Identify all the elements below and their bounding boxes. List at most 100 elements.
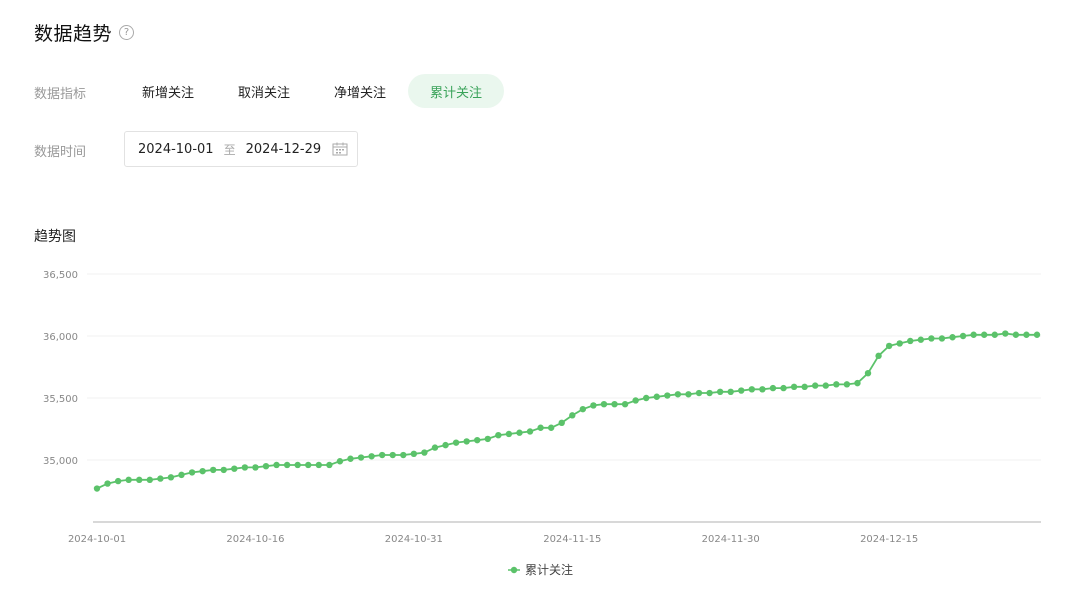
data-point[interactable] [368,453,375,460]
data-point[interactable] [357,454,365,461]
data-point[interactable] [674,391,682,398]
data-point[interactable] [780,384,787,392]
data-point[interactable] [305,461,312,469]
data-point[interactable] [991,331,998,338]
data-point[interactable] [336,458,344,465]
data-point[interactable] [621,401,629,408]
data-point[interactable] [928,335,935,342]
date-range-picker[interactable]: 2024-10-01 至 2024-12-29 [124,131,358,167]
data-point[interactable] [1033,331,1041,338]
data-point[interactable] [748,386,756,393]
data-point[interactable] [959,332,967,340]
data-point[interactable] [569,412,576,419]
data-point[interactable] [463,438,470,445]
data-point[interactable] [738,387,745,394]
data-point[interactable] [801,383,808,391]
data-point[interactable] [389,451,396,459]
data-point[interactable] [970,331,977,338]
data-point[interactable] [474,436,481,444]
data-point[interactable] [864,370,872,377]
data-point[interactable] [1002,330,1009,337]
legend-label[interactable]: 累计关注 [525,562,573,577]
data-point[interactable] [442,441,449,449]
data-point[interactable] [252,464,259,471]
data-point[interactable] [590,402,597,409]
data-point[interactable] [643,394,650,402]
data-point[interactable] [347,455,354,462]
data-point[interactable] [716,388,724,395]
data-point[interactable] [980,331,988,338]
end-date[interactable]: 2024-12-29 [245,141,322,157]
data-point[interactable] [653,393,660,400]
data-point[interactable] [262,463,270,470]
data-point[interactable] [431,444,439,451]
data-point[interactable] [938,335,946,342]
data-point[interactable] [833,381,840,388]
data-point[interactable] [273,461,280,469]
data-point[interactable] [526,428,534,435]
data-point[interactable] [199,467,206,475]
data-point[interactable] [326,461,333,469]
data-point[interactable] [209,466,217,474]
question-circle-icon[interactable]: ? [119,25,135,40]
data-point[interactable] [664,392,671,399]
start-date[interactable]: 2024-10-01 [138,141,214,157]
data-point[interactable] [104,480,111,487]
data-point[interactable] [769,384,777,392]
data-point[interactable] [516,429,523,436]
data-point[interactable] [1023,331,1030,338]
data-point[interactable] [505,430,513,438]
data-point[interactable] [537,424,544,431]
data-point[interactable] [294,461,301,469]
data-point[interactable] [949,334,956,341]
data-point[interactable] [706,389,713,397]
data-point[interactable] [410,450,418,457]
tab-unfollows[interactable]: 取消关注 [238,85,291,101]
legend[interactable]: 累计关注 [508,562,573,577]
data-point[interactable] [854,379,861,387]
data-point[interactable] [400,451,407,459]
data-point[interactable] [727,388,734,395]
data-point[interactable] [220,466,227,474]
data-point[interactable] [188,469,196,476]
data-point[interactable] [790,383,798,391]
data-point[interactable] [759,386,766,393]
data-point[interactable] [136,476,143,484]
data-point[interactable] [178,471,185,479]
data-point[interactable] [896,340,903,347]
data-point[interactable] [114,477,122,485]
data-point[interactable] [685,391,692,398]
tab-cumulative-follows[interactable]: 累计关注 [408,74,505,108]
data-point[interactable] [93,485,101,492]
data-point[interactable] [875,352,882,360]
data-point[interactable] [167,474,175,481]
data-point[interactable] [885,342,893,350]
data-point[interactable] [843,381,851,388]
calendar-icon[interactable] [332,142,348,156]
data-point[interactable] [484,435,491,443]
data-point[interactable] [421,449,428,456]
data-point[interactable] [611,401,618,408]
data-point[interactable] [600,401,608,408]
data-point[interactable] [495,432,502,439]
data-point[interactable] [378,451,386,459]
data-point[interactable] [907,337,914,345]
data-point[interactable] [283,461,291,469]
data-point[interactable] [822,382,829,389]
tab-net-follows[interactable]: 净增关注 [334,85,387,101]
data-point[interactable] [315,461,322,469]
data-point[interactable] [558,419,565,426]
data-point[interactable] [452,439,460,446]
data-point[interactable] [695,389,703,397]
data-point[interactable] [917,336,925,343]
data-point[interactable] [146,476,154,484]
data-point[interactable] [125,476,132,484]
data-point[interactable] [812,382,819,389]
data-point[interactable] [579,405,587,413]
data-point[interactable] [241,464,249,471]
data-point[interactable] [231,465,238,472]
data-point[interactable] [157,475,164,482]
data-point[interactable] [632,397,639,404]
tab-new-follows[interactable]: 新增关注 [142,85,195,101]
data-point[interactable] [1012,331,1020,338]
